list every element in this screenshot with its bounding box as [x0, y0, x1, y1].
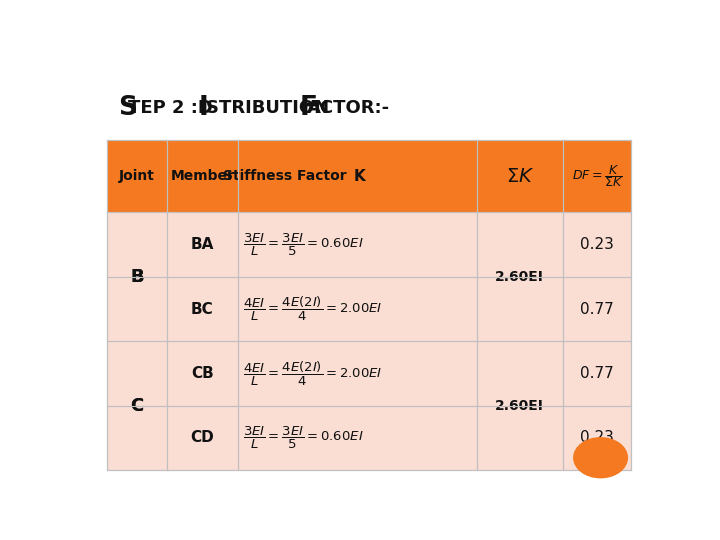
Bar	[107, 341, 167, 470]
Text: 2.60EI: 2.60EI	[495, 399, 544, 413]
Bar	[107, 212, 631, 277]
Text: Stiffness Factor: Stiffness Factor	[223, 169, 351, 183]
Text: C: C	[130, 397, 143, 415]
Text: ACTOR:-: ACTOR:-	[307, 99, 390, 118]
Text: STRIBUTION: STRIBUTION	[206, 99, 336, 118]
Circle shape	[574, 438, 627, 478]
Bar	[477, 341, 563, 470]
Text: S: S	[118, 96, 137, 122]
Text: B: B	[130, 268, 144, 286]
Text: F: F	[300, 96, 318, 122]
Text: B: B	[130, 268, 144, 286]
Text: 2.60EI: 2.60EI	[495, 270, 544, 284]
Text: BC: BC	[191, 301, 214, 316]
Text: CB: CB	[191, 366, 214, 381]
Text: Member: Member	[171, 169, 235, 183]
FancyBboxPatch shape	[86, 62, 652, 483]
Bar	[107, 140, 631, 212]
Text: I: I	[199, 96, 209, 122]
Text: TEP 2 :D: TEP 2 :D	[128, 99, 213, 118]
Bar	[107, 406, 631, 470]
Text: 0.23: 0.23	[580, 430, 614, 445]
Bar	[107, 341, 631, 406]
Text: BA: BA	[191, 237, 214, 252]
Text: $\dfrac{4EI}{L} = \dfrac{4E(2I)}{4} = 2.00EI$: $\dfrac{4EI}{L} = \dfrac{4E(2I)}{4} = 2.…	[243, 295, 383, 323]
Text: $\dfrac{4EI}{L} = \dfrac{4E(2I)}{4} = 2.00EI$: $\dfrac{4EI}{L} = \dfrac{4E(2I)}{4} = 2.…	[243, 360, 383, 388]
Text: CD: CD	[191, 430, 215, 445]
Bar	[107, 212, 167, 341]
Text: $\mathbf{K}$: $\mathbf{K}$	[353, 168, 367, 184]
Text: $\dfrac{3EI}{L} = \dfrac{3EI}{5} = 0.60EI$: $\dfrac{3EI}{L} = \dfrac{3EI}{5} = 0.60E…	[243, 232, 364, 258]
Text: $\dfrac{3EI}{L} = \dfrac{3EI}{5} = 0.60EI$: $\dfrac{3EI}{L} = \dfrac{3EI}{5} = 0.60E…	[243, 425, 364, 451]
Text: Joint: Joint	[119, 169, 155, 183]
Text: 0.23: 0.23	[580, 237, 614, 252]
Text: $DF = \dfrac{K}{\Sigma K}$: $DF = \dfrac{K}{\Sigma K}$	[572, 163, 623, 189]
Text: 0.77: 0.77	[580, 301, 614, 316]
Text: $\Sigma K$: $\Sigma K$	[505, 166, 534, 186]
Bar	[477, 212, 563, 341]
Text: C: C	[130, 397, 143, 415]
Text: 0.77: 0.77	[580, 366, 614, 381]
Bar	[107, 277, 631, 341]
